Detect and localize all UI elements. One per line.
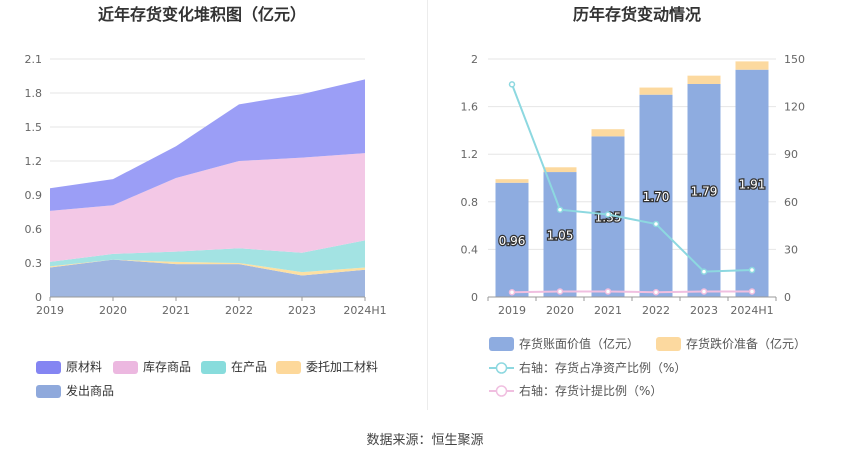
inventory-change-bar-chart: 历年存货变动情况 0.961.051.351.701.791.91 00.40.…	[461, 5, 807, 398]
bar-book-value	[639, 94, 673, 297]
area-series-库存商品	[50, 153, 365, 262]
line-point	[508, 81, 516, 88]
legend-label: 存货账面价值（亿元）	[519, 336, 639, 351]
bar-provision	[735, 61, 769, 70]
bar-provision	[495, 179, 529, 183]
bar-data-label: 1.05	[547, 229, 574, 243]
bar-book-value	[495, 182, 529, 297]
y-tick-label: 0.6	[25, 223, 43, 236]
data-source-note: 数据来源：恒生聚源	[366, 433, 484, 448]
y-tick-label: 1.2	[25, 155, 43, 168]
y2-tick-label: 150	[784, 53, 805, 66]
area-series-委托加工材料	[50, 259, 365, 276]
x-tick-label: 2021	[594, 304, 622, 317]
x-tick-label: 2021	[162, 304, 190, 317]
y-tick-label: 0	[35, 291, 42, 304]
x-tick-label: 2022	[642, 304, 670, 317]
area-series-发出商品	[50, 259, 365, 297]
y-tick-label: 1.5	[25, 121, 43, 134]
y2-tick-label: 0	[784, 291, 791, 304]
legend-label: 右轴：存货占净资产比例（%）	[519, 360, 686, 375]
y-tick-label: 1.8	[25, 87, 43, 100]
bar-data-label: 1.91	[739, 177, 766, 191]
y2-tick-label: 90	[784, 148, 798, 161]
y-tick-label: 0.8	[461, 196, 479, 209]
x-tick-label: 2020	[99, 304, 127, 317]
legend-label: 委托加工材料	[306, 360, 378, 374]
line-point	[748, 266, 756, 274]
line-point	[652, 220, 660, 228]
bar-data-label: 1.79	[691, 184, 718, 198]
line-point	[508, 288, 516, 296]
y2-tick-label: 60	[784, 196, 798, 209]
legend-label: 库存商品	[143, 359, 191, 374]
y-tick-label: 0.4	[461, 243, 479, 256]
legend-swatch	[113, 361, 138, 374]
x-tick-label: 2019	[498, 304, 526, 317]
x-tick-label: 2019	[36, 304, 64, 317]
legend-label: 存货跌价准备（亿元）	[686, 336, 806, 351]
y-tick-label: 0.3	[25, 257, 43, 270]
legend-swatch	[201, 361, 226, 374]
bar-data-label: 0.96	[499, 234, 526, 248]
line-point	[700, 268, 708, 275]
x-tick-label: 2023	[690, 304, 718, 317]
y-tick-label: 1.6	[461, 101, 479, 114]
line-point	[604, 288, 612, 295]
legend-label: 在产品	[231, 360, 267, 374]
line-point	[652, 288, 660, 296]
legend-marker	[495, 362, 508, 374]
legend-swatch	[36, 385, 61, 398]
y2-tick-label: 120	[784, 101, 805, 114]
y-tick-label: 2.1	[25, 53, 43, 66]
legend-label: 右轴：存货计提比例（%）	[519, 383, 662, 398]
bar-data-label: 1.70	[643, 190, 670, 204]
right-chart-title: 历年存货变动情况	[573, 5, 701, 24]
legend-label: 原材料	[66, 360, 102, 374]
x-tick-label: 2023	[288, 304, 316, 317]
bar-provision	[543, 167, 577, 173]
line-series	[511, 84, 753, 273]
line-point	[604, 211, 612, 218]
legend-swatch	[489, 337, 514, 351]
x-tick-label: 2024H1	[343, 304, 386, 317]
legend-marker	[495, 385, 508, 397]
bar-book-value	[735, 69, 769, 298]
chart-divider	[427, 0, 428, 410]
legend-swatch	[276, 361, 301, 374]
inventory-stacked-area-chart: 近年存货变化堆积图（亿元） 0 0.3 0.6 0.9 1.2 1.5 1.8 2.1 2019…	[25, 5, 387, 398]
line-point	[700, 288, 708, 295]
y-tick-label: 0.9	[25, 189, 43, 202]
left-chart-title: 近年存货变化堆积图（亿元）	[98, 5, 306, 24]
bar-book-value	[543, 172, 577, 297]
area-series-原材料	[50, 79, 365, 211]
bar-provision	[639, 87, 673, 95]
y2-tick-label: 30	[784, 243, 798, 256]
bar-provision	[591, 129, 625, 137]
x-tick-label: 2022	[225, 304, 253, 317]
legend-swatch	[36, 361, 61, 374]
legend-swatch	[656, 337, 681, 351]
y-tick-label: 1.2	[461, 148, 479, 161]
x-tick-label: 2024H1	[730, 304, 773, 317]
line-point	[556, 206, 564, 213]
bar-provision	[687, 75, 721, 84]
line-point	[748, 288, 756, 295]
line-series	[511, 290, 752, 294]
line-point	[556, 288, 564, 295]
y-tick-label: 0	[471, 291, 478, 304]
y-tick-label: 2	[471, 53, 478, 66]
x-tick-label: 2020	[546, 304, 574, 317]
legend-label: 发出商品	[66, 383, 114, 398]
area-series-在产品	[50, 240, 365, 273]
